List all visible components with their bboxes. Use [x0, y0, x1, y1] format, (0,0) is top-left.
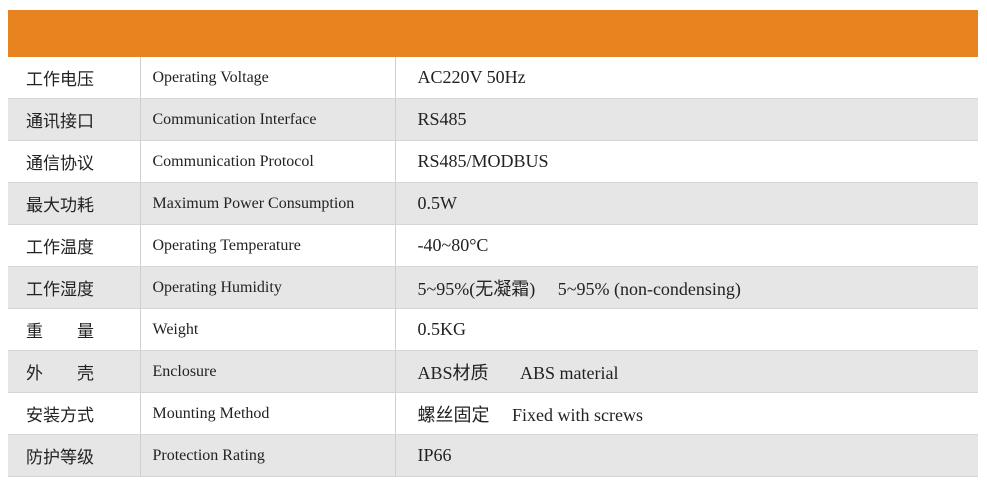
spec-row: 重 量 Weight 0.5KG: [8, 308, 978, 351]
param-name-cn: 重 量: [8, 308, 141, 351]
spec-table: 工作电压 Operating Voltage AC220V 50Hz 通讯接口 Comm…: [8, 57, 978, 477]
param-value: 螺丝固定 Fixed with screws: [395, 392, 978, 435]
param-value: AC220V 50Hz: [395, 57, 978, 99]
spec-row: 安装方式 Mounting Method 螺丝固定 Fixed with screw…: [8, 392, 978, 435]
param-name-en: Weight: [140, 308, 396, 351]
param-name-cn: 通讯接口: [8, 98, 141, 141]
table-body: 工作电压 Operating Voltage AC220V 50Hz 通讯接口 Comm…: [8, 57, 978, 477]
param-name-en: Maximum Power Consumption: [140, 182, 396, 225]
param-name-en: Operating Humidity: [140, 266, 396, 309]
param-value: 5~95%(无凝霜) 5~95% (non-condensing): [395, 266, 978, 309]
param-name-cn: 通信协议: [8, 140, 141, 183]
param-name-cn: 工作湿度: [8, 266, 141, 309]
param-value: RS485: [395, 98, 978, 141]
param-name-en: Mounting Method: [140, 392, 396, 435]
spec-sheet: 工作电压 Operating Voltage AC220V 50Hz 通讯接口 Comm…: [8, 10, 978, 477]
param-name-en: Enclosure: [140, 350, 396, 393]
param-name-cn: 安装方式: [8, 392, 141, 435]
spec-row: 外 壳 Enclosure ABS材质 ABS material: [8, 350, 978, 393]
spec-row: 工作温度 Operating Temperature -40~80°C: [8, 224, 978, 267]
spec-row: 工作湿度 Operating Humidity 5~95%(无凝霜) 5~95% (…: [8, 266, 978, 309]
param-name-cn: 工作温度: [8, 224, 141, 267]
param-name-en: Operating Voltage: [140, 57, 396, 99]
param-name-en: Operating Temperature: [140, 224, 396, 267]
param-name-en: Protection Rating: [140, 434, 396, 477]
param-name-cn: 工作电压: [8, 57, 141, 99]
spec-row: 防护等级 Protection Rating IP66: [8, 434, 978, 477]
param-value: IP66: [395, 434, 978, 477]
header-bar: [8, 10, 978, 57]
param-value: 0.5W: [395, 182, 978, 225]
spec-row: 通信协议 Communication Protocol RS485/MODBUS: [8, 140, 978, 183]
spec-row: 工作电压 Operating Voltage AC220V 50Hz: [8, 57, 978, 99]
param-name-cn: 防护等级: [8, 434, 141, 477]
param-value: RS485/MODBUS: [395, 140, 978, 183]
param-name-cn: 外 壳: [8, 350, 141, 393]
spec-row: 通讯接口 Communication Interface RS485: [8, 98, 978, 141]
param-value: -40~80°C: [395, 224, 978, 267]
param-value: 0.5KG: [395, 308, 978, 351]
param-name-cn: 最大功耗: [8, 182, 141, 225]
param-name-en: Communication Interface: [140, 98, 396, 141]
param-value: ABS材质 ABS material: [395, 350, 978, 393]
param-name-en: Communication Protocol: [140, 140, 396, 183]
spec-row: 最大功耗 Maximum Power Consumption 0.5W: [8, 182, 978, 225]
